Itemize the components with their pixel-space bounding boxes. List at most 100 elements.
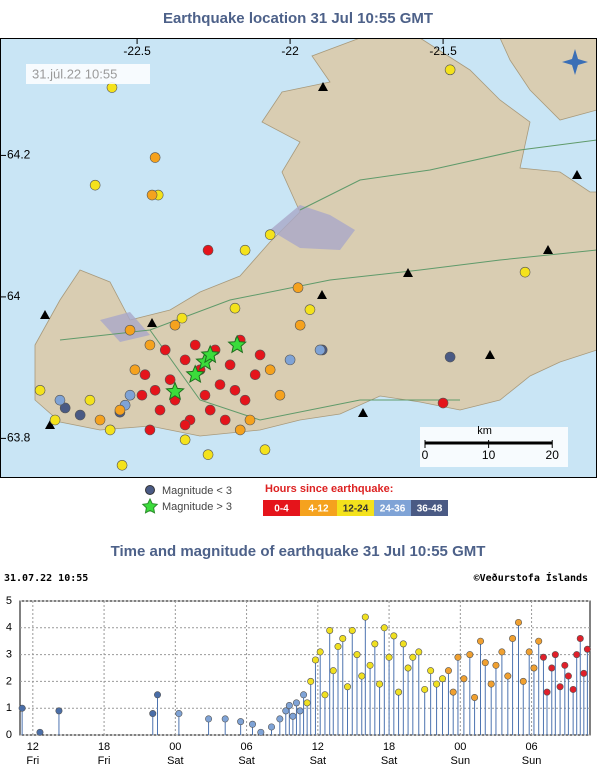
quake-point xyxy=(543,688,551,696)
quake-point xyxy=(329,667,337,675)
legend-class: 4-12 xyxy=(308,504,328,515)
legend-class: 24-36 xyxy=(380,504,406,515)
quake-point xyxy=(316,648,324,656)
quake-point xyxy=(311,656,319,664)
y-tick-label: 3 xyxy=(6,649,12,661)
quake-point xyxy=(249,720,257,728)
quake xyxy=(224,359,236,371)
quake xyxy=(189,339,201,351)
quake xyxy=(129,364,141,376)
legend-swatch xyxy=(411,500,448,516)
quake xyxy=(204,404,216,416)
quake-point xyxy=(358,672,366,680)
quake xyxy=(437,397,449,409)
quake-point xyxy=(326,626,334,634)
lat-tick-label: 63.8 xyxy=(7,431,31,445)
quake xyxy=(144,339,156,351)
x-tick-day: Fri xyxy=(26,755,39,767)
quake-point xyxy=(348,626,356,634)
quake xyxy=(229,302,241,314)
y-tick-label: 5 xyxy=(6,595,12,607)
legend-class: 0-4 xyxy=(274,504,289,515)
quake xyxy=(274,389,286,401)
scale-tick-label: 20 xyxy=(546,448,560,462)
legend-large: Magnitude > 3 xyxy=(162,501,232,513)
quake xyxy=(244,414,256,426)
quake-point xyxy=(539,653,547,661)
lon-tick-label: -22 xyxy=(281,44,299,58)
lava-fields xyxy=(100,205,355,342)
quake-point xyxy=(268,723,276,731)
quake xyxy=(54,394,66,406)
quake-point xyxy=(580,669,588,677)
quake-point xyxy=(515,618,523,626)
quake-point xyxy=(334,643,342,651)
quake xyxy=(124,389,136,401)
legend-small: Magnitude < 3 xyxy=(162,485,232,497)
quake-point xyxy=(221,715,229,723)
legend-large-symbol xyxy=(141,497,159,514)
lon-tick-label: -21.5 xyxy=(429,44,457,58)
quake-point xyxy=(573,651,581,659)
quake xyxy=(239,244,251,256)
quake-point xyxy=(276,715,284,723)
quake xyxy=(254,349,266,361)
quake xyxy=(199,389,211,401)
quake xyxy=(304,304,316,315)
quake-point xyxy=(390,632,398,640)
quake-point xyxy=(439,675,447,683)
quake-point xyxy=(154,691,162,699)
legend-swatch xyxy=(300,500,337,516)
x-tick-day: Sat xyxy=(310,755,327,767)
quake-point xyxy=(321,691,329,699)
quake-point xyxy=(433,680,441,688)
lon-tick-label: -22.5 xyxy=(123,44,151,58)
y-tick-label: 1 xyxy=(6,702,12,714)
quake xyxy=(234,424,246,436)
legend-swatch xyxy=(374,500,411,516)
quake xyxy=(264,364,276,376)
quake xyxy=(284,354,296,366)
map: 31.júl.22 10:55 xyxy=(0,38,597,478)
x-tick-label: 12 xyxy=(27,741,39,753)
quake xyxy=(176,312,188,324)
quake-point xyxy=(361,613,369,621)
quake xyxy=(264,229,276,240)
quake xyxy=(136,389,148,401)
quake-point xyxy=(36,728,44,736)
quake xyxy=(59,402,71,414)
map-timestamp: 31.júl.22 10:55 xyxy=(32,66,117,81)
chart-title: Time and magnitude of earthquake 31 Jul … xyxy=(111,543,486,560)
quake xyxy=(106,82,118,93)
compass xyxy=(562,49,588,75)
x-tick-label: 06 xyxy=(240,741,252,753)
quake xyxy=(159,344,171,356)
y-tick-label: 0 xyxy=(6,729,12,741)
quake-point xyxy=(395,688,403,696)
quake-point xyxy=(399,640,407,648)
quake-point xyxy=(289,712,297,720)
quake-point xyxy=(18,704,26,712)
quake xyxy=(94,414,106,426)
quake xyxy=(259,444,271,456)
roads xyxy=(59,139,597,421)
x-tick-label: 00 xyxy=(169,741,181,753)
x-tick-label: 18 xyxy=(98,741,110,753)
quake-point xyxy=(471,693,479,701)
quake xyxy=(444,64,456,76)
chart-credit: ©Veðurstofa Íslands xyxy=(474,571,588,584)
map-legend: Magnitude < 3 Magnitude > 3 Hours since … xyxy=(141,483,448,516)
time-chart: 01234512Fri18Fri00Sat06Sat12Sat18Sat00Su… xyxy=(6,595,591,767)
quake-point xyxy=(385,653,393,661)
volcanoes xyxy=(40,82,582,429)
quake xyxy=(179,354,191,366)
chart-timestamp: 31.07.22 10:55 xyxy=(4,573,88,584)
plot-area xyxy=(19,600,591,736)
quake-point xyxy=(481,659,489,667)
quake-point xyxy=(257,728,265,736)
quake-point xyxy=(504,672,512,680)
quake xyxy=(149,152,161,163)
quake-point xyxy=(551,651,559,659)
quake-point xyxy=(561,661,569,669)
